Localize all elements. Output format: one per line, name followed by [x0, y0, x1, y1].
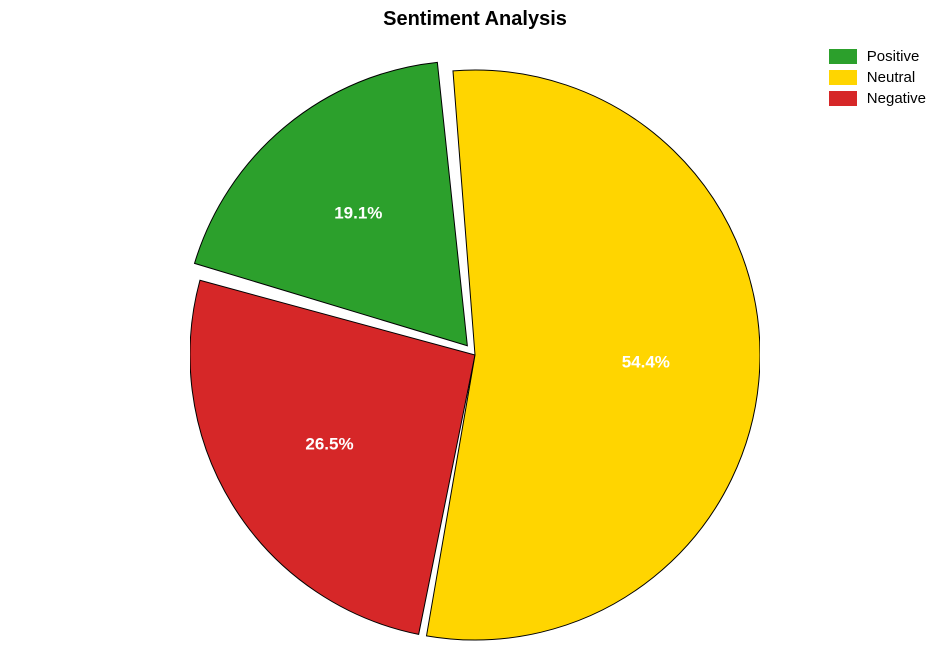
pie-chart: 26.5% 19.1% 54.4%: [190, 60, 760, 655]
legend-label: Positive: [867, 48, 920, 65]
chart-container: Sentiment Analysis 26.5% 19.1% 54.4% Posit…: [0, 0, 950, 662]
pie-label-neutral: 54.4%: [622, 352, 670, 371]
legend-label: Neutral: [867, 69, 915, 86]
pie-label-negative: 26.5%: [305, 434, 353, 453]
legend: Positive Neutral Negative: [829, 48, 926, 111]
legend-swatch-negative: [829, 91, 857, 106]
legend-label: Negative: [867, 90, 926, 107]
legend-item-neutral: Neutral: [829, 69, 926, 86]
chart-title: Sentiment Analysis: [0, 8, 950, 31]
legend-swatch-positive: [829, 49, 857, 64]
pie-label-positive: 19.1%: [334, 203, 382, 222]
legend-item-negative: Negative: [829, 90, 926, 107]
legend-item-positive: Positive: [829, 48, 926, 65]
legend-swatch-neutral: [829, 70, 857, 85]
pie-slice-neutral: [427, 70, 760, 640]
